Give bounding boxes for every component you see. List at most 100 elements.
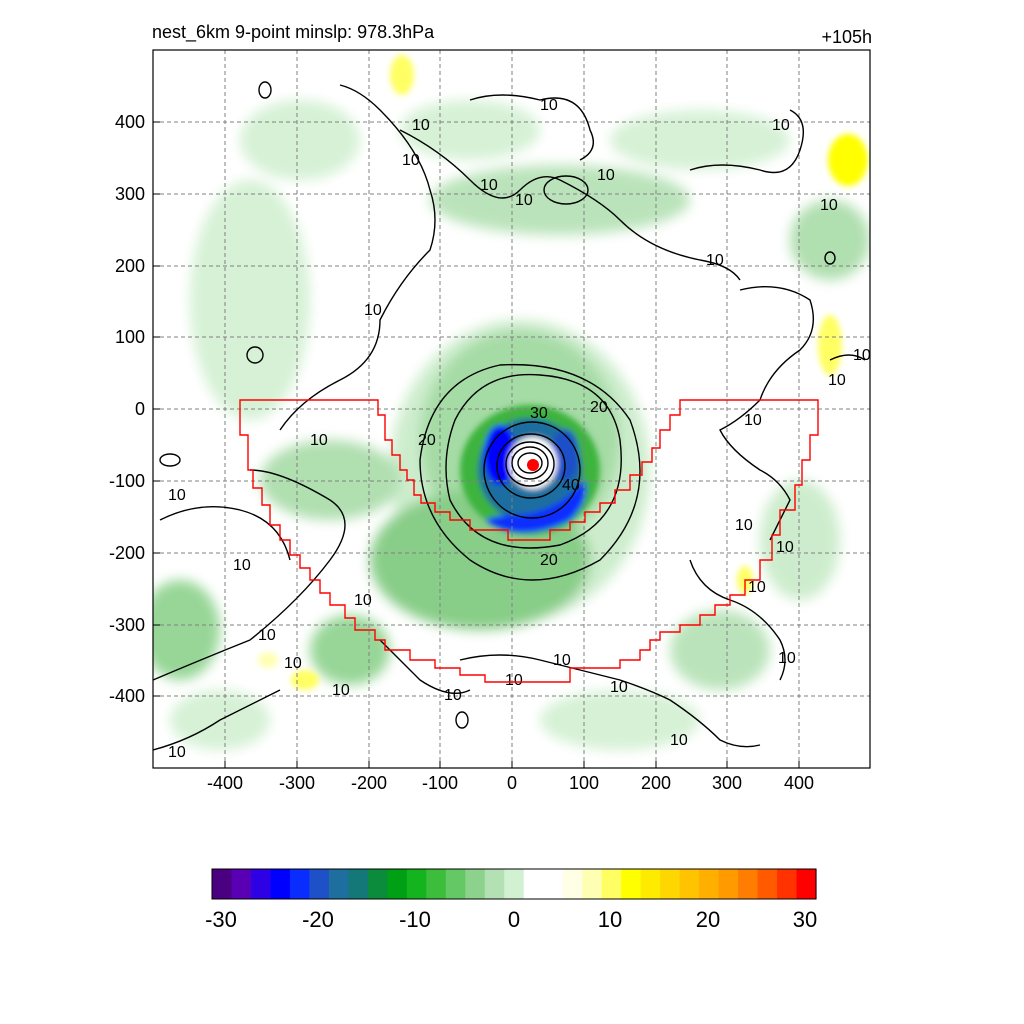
svg-text:10: 10 [540, 97, 558, 114]
colorbar [212, 869, 817, 899]
x-tick-label: 400 [784, 773, 814, 793]
colorbar-swatch [445, 869, 466, 899]
grid-lines [153, 50, 870, 768]
svg-text:10: 10 [412, 117, 430, 134]
plot-title: nest_6km 9-point minslp: 978.3hPa [152, 22, 435, 42]
colorbar-swatch [699, 869, 720, 899]
svg-text:10: 10 [480, 177, 498, 194]
colorbar-swatch [660, 869, 681, 899]
colorbar-swatch [679, 869, 700, 899]
svg-text:20: 20 [418, 432, 436, 449]
x-tick-label: 0 [507, 773, 517, 793]
svg-text:10: 10 [168, 744, 186, 761]
svg-text:10: 10 [258, 627, 276, 644]
colorbar-swatch [367, 869, 388, 899]
x-tick-label: -100 [422, 773, 458, 793]
svg-text:10: 10 [444, 687, 462, 704]
x-tick-labels: -400 -300 -200 -100 0 100 200 300 400 [207, 773, 814, 793]
svg-text:10: 10 [168, 487, 186, 504]
svg-text:10: 10 [820, 197, 838, 214]
svg-text:10: 10 [402, 152, 420, 169]
colorbar-swatch [348, 869, 369, 899]
svg-text:10: 10 [776, 539, 794, 556]
colorbar-swatch [406, 869, 427, 899]
svg-text:10: 10 [364, 302, 382, 319]
x-tick-label: 300 [712, 773, 742, 793]
x-tick-label: -400 [207, 773, 243, 793]
svg-text:10: 10 [828, 372, 846, 389]
colorbar-swatch [523, 869, 544, 899]
x-tick-label: 100 [569, 773, 599, 793]
colorbar-swatch [562, 869, 583, 899]
colorbar-swatch [231, 869, 252, 899]
contour-labels: 10 10 10 10 10 10 10 10 10 10 10 10 10 1… [168, 97, 871, 761]
colorbar-swatch [289, 869, 311, 899]
colorbar-tick-label: -20 [302, 907, 334, 932]
colorbar-swatch [465, 869, 486, 899]
y-tick-label: 400 [115, 112, 145, 132]
colorbar-swatch [582, 869, 603, 899]
forecast-hour-label: +105h [821, 27, 872, 47]
colorbar-swatch [757, 869, 778, 899]
y-tick-label: -400 [109, 686, 145, 706]
svg-text:10: 10 [515, 192, 533, 209]
colorbar-swatch [796, 869, 817, 899]
svg-text:10: 10 [354, 592, 372, 609]
colorbar-tick-label: 20 [696, 907, 720, 932]
y-tick-label: 200 [115, 256, 145, 276]
colorbar-tick-label: 30 [793, 907, 817, 932]
colorbar-frame [211, 868, 817, 900]
y-tick-label: -200 [109, 543, 145, 563]
svg-text:10: 10 [706, 252, 724, 269]
x-tick-label: -200 [351, 773, 387, 793]
svg-text:10: 10 [610, 679, 628, 696]
x-tick-label: 200 [641, 773, 671, 793]
svg-text:10: 10 [748, 579, 766, 596]
storm-center-marker [527, 459, 539, 471]
y-tick-labels: 400 300 200 100 0 -100 -200 -300 -400 [109, 112, 145, 706]
y-tick-label: -300 [109, 615, 145, 635]
svg-text:10: 10 [772, 117, 790, 134]
svg-text:10: 10 [310, 432, 328, 449]
colorbar-swatch [504, 869, 525, 899]
y-tick-label: 0 [135, 399, 145, 419]
colorbar-swatch [212, 869, 233, 899]
colorbar-swatch [777, 869, 798, 899]
colorbar-swatch [738, 869, 759, 899]
svg-text:10: 10 [505, 672, 523, 689]
svg-text:10: 10 [744, 412, 762, 429]
colorbar-tick-labels: -30 -20 -10 0 10 20 30 [205, 907, 817, 932]
svg-text:10: 10 [853, 347, 871, 364]
colorbar-swatch [328, 869, 349, 899]
y-tick-label: 100 [115, 327, 145, 347]
colorbar-swatch [543, 869, 564, 899]
svg-text:20: 20 [590, 399, 608, 416]
wind-contours [153, 81, 866, 751]
svg-text:20: 20 [540, 552, 558, 569]
axis-ticks [153, 121, 800, 768]
svg-text:10: 10 [233, 557, 251, 574]
x-tick-label: -300 [279, 773, 315, 793]
colorbar-swatch [601, 869, 622, 899]
colorbar-swatch [309, 869, 330, 899]
svg-text:10: 10 [284, 655, 302, 672]
y-tick-label: 300 [115, 184, 145, 204]
colorbar-tick-label: 10 [598, 907, 622, 932]
colorbar-tick-label: 0 [508, 907, 520, 932]
svg-text:10: 10 [332, 682, 350, 699]
y-tick-label: -100 [109, 471, 145, 491]
svg-text:40: 40 [562, 477, 580, 494]
svg-text:10: 10 [778, 650, 796, 667]
nest-boundary [239, 399, 819, 683]
colorbar-swatch [270, 869, 291, 899]
colorbar-swatch [387, 869, 408, 899]
svg-text:10: 10 [670, 732, 688, 749]
svg-text:10: 10 [597, 167, 615, 184]
svg-text:10: 10 [553, 652, 571, 669]
svg-text:30: 30 [530, 405, 548, 422]
colorbar-tick-label: -10 [399, 907, 431, 932]
colorbar-swatch [640, 869, 661, 899]
colorbar-swatch [718, 869, 739, 899]
colorbar-swatch [426, 869, 447, 899]
